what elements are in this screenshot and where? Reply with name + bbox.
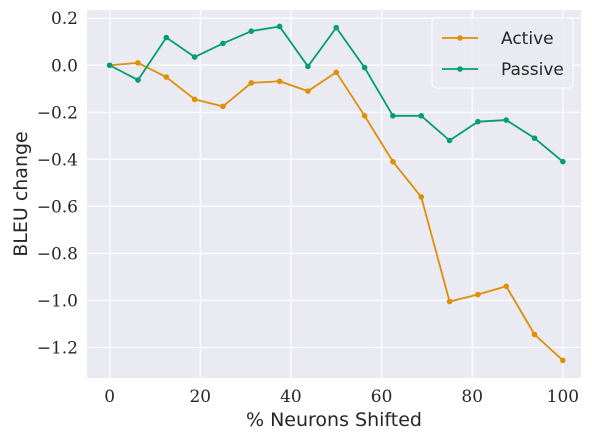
legend-item: Passive (442, 60, 564, 80)
data-point (390, 113, 396, 119)
data-point (531, 331, 538, 338)
grid (87, 10, 581, 378)
data-point (475, 118, 481, 125)
data-point (560, 158, 566, 165)
data-point (503, 117, 510, 123)
y-tick-label: −1.0 (37, 291, 78, 311)
data-point (475, 291, 481, 298)
data-point (333, 69, 340, 76)
x-axis-ticks: 0 20 40 60 80 100 (104, 387, 579, 407)
legend-marker (457, 66, 463, 72)
legend-item: Active (442, 29, 554, 49)
data-point (163, 34, 170, 41)
y-tick-label: −1.2 (37, 338, 78, 358)
data-point (220, 103, 226, 110)
x-tick-label: 60 (371, 387, 393, 407)
x-tick-label: 100 (547, 387, 579, 407)
series-passive (106, 23, 566, 165)
data-point (560, 357, 566, 364)
data-point (135, 77, 141, 83)
data-point (503, 283, 510, 290)
y-tick-label: −0.6 (37, 197, 78, 217)
y-tick-label: 0.0 (51, 56, 78, 76)
y-tick-label: −0.8 (37, 244, 78, 264)
y-tick-label: −0.4 (37, 150, 78, 170)
data-point (418, 113, 425, 119)
x-tick-label: 80 (461, 387, 483, 407)
data-point (531, 135, 538, 141)
data-point (220, 40, 226, 47)
data-point (446, 298, 453, 305)
data-point (163, 74, 170, 80)
data-point (248, 28, 255, 34)
data-point (191, 54, 198, 60)
data-point (276, 23, 283, 30)
y-axis-ticks: 0.2 0.0 −0.2 −0.4 −0.6 −0.8 −1.0 −1.2 (37, 9, 78, 358)
legend-box (431, 17, 574, 89)
data-point (446, 137, 453, 144)
y-axis-label: BLEU change (10, 131, 32, 257)
legend-marker (457, 35, 463, 41)
data-point (305, 88, 311, 94)
data-point (276, 78, 283, 85)
data-point (361, 113, 368, 119)
data-point (106, 62, 113, 69)
data-point (418, 194, 425, 200)
x-tick-label: 40 (280, 387, 302, 407)
data-point (333, 24, 340, 31)
series-layer (106, 23, 566, 364)
legend-label: Active (501, 29, 554, 49)
data-point (305, 63, 311, 70)
data-point (191, 96, 198, 103)
data-point (248, 80, 255, 86)
x-tick-label: 20 (189, 387, 211, 407)
series-active (106, 60, 566, 364)
legend: Active Passive (431, 17, 574, 89)
y-tick-label: 0.2 (51, 9, 78, 29)
data-point (361, 64, 368, 71)
x-axis-label: % Neurons Shifted (246, 409, 422, 431)
y-tick-label: −0.2 (37, 103, 78, 123)
data-point (135, 60, 141, 66)
x-tick-label: 0 (104, 387, 115, 407)
data-point (390, 158, 396, 165)
legend-label: Passive (501, 60, 564, 80)
